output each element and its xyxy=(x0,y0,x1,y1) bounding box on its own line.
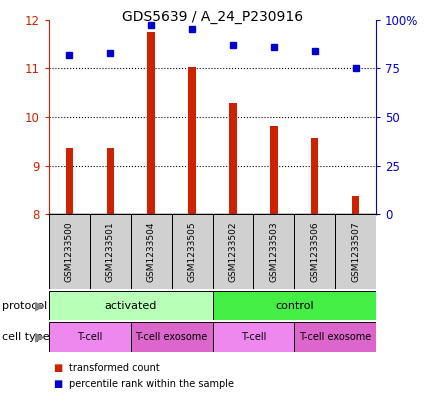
Bar xyxy=(229,103,237,214)
Bar xyxy=(90,214,131,289)
Text: GDS5639 / A_24_P230916: GDS5639 / A_24_P230916 xyxy=(122,10,303,24)
Bar xyxy=(335,214,376,289)
Text: GSM1233502: GSM1233502 xyxy=(229,221,238,282)
Text: control: control xyxy=(275,301,314,310)
Bar xyxy=(49,214,90,289)
Bar xyxy=(212,322,294,352)
Text: ▶: ▶ xyxy=(35,331,45,343)
Text: T-cell: T-cell xyxy=(241,332,266,342)
Bar xyxy=(294,322,376,352)
Bar xyxy=(147,32,155,214)
Bar xyxy=(131,322,212,352)
Text: GSM1233504: GSM1233504 xyxy=(147,221,156,282)
Bar xyxy=(212,214,253,289)
Text: protocol: protocol xyxy=(2,301,47,310)
Bar xyxy=(107,147,114,214)
Text: transformed count: transformed count xyxy=(69,363,160,373)
Bar xyxy=(131,214,172,289)
Text: GSM1233505: GSM1233505 xyxy=(187,221,196,282)
Bar xyxy=(49,291,212,320)
Text: T-cell exosome: T-cell exosome xyxy=(136,332,208,342)
Text: GSM1233506: GSM1233506 xyxy=(310,221,319,282)
Text: ■: ■ xyxy=(53,363,62,373)
Text: GSM1233500: GSM1233500 xyxy=(65,221,74,282)
Bar xyxy=(311,138,318,214)
Text: percentile rank within the sample: percentile rank within the sample xyxy=(69,379,234,389)
Text: GSM1233507: GSM1233507 xyxy=(351,221,360,282)
Text: GSM1233503: GSM1233503 xyxy=(269,221,278,282)
Bar xyxy=(294,214,335,289)
Text: ■: ■ xyxy=(53,379,62,389)
Bar xyxy=(49,322,131,352)
Text: T-cell exosome: T-cell exosome xyxy=(299,332,371,342)
Bar xyxy=(172,214,212,289)
Bar xyxy=(352,196,360,214)
Text: activated: activated xyxy=(105,301,157,310)
Bar xyxy=(188,67,196,214)
Text: ▶: ▶ xyxy=(35,299,45,312)
Text: T-cell: T-cell xyxy=(77,332,102,342)
Bar xyxy=(253,214,294,289)
Bar xyxy=(270,126,278,214)
Bar xyxy=(65,147,73,214)
Bar xyxy=(212,291,376,320)
Text: cell type: cell type xyxy=(2,332,50,342)
Text: GSM1233501: GSM1233501 xyxy=(106,221,115,282)
